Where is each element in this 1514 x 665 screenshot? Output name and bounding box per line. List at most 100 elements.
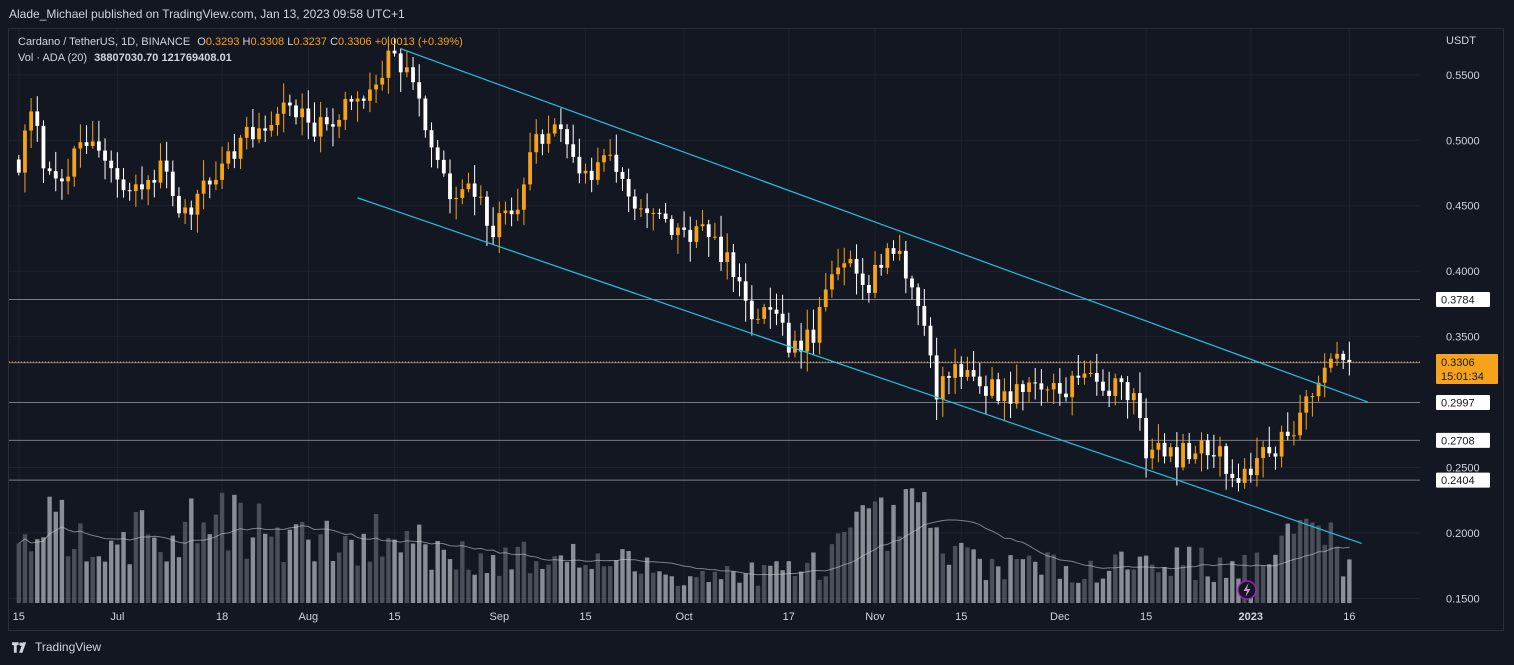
volume-bar (1002, 579, 1007, 603)
volume-bar (269, 536, 274, 603)
candle-body (620, 171, 625, 179)
volume-bar (78, 523, 83, 603)
volume-bar (1069, 582, 1075, 603)
candle (158, 143, 163, 189)
candle (214, 161, 218, 191)
volume-bar (102, 561, 108, 603)
volume-bar (133, 511, 139, 603)
volume-bar (651, 572, 656, 603)
volume-bar (903, 489, 909, 603)
candle (602, 148, 606, 172)
chart-frame (8, 28, 1504, 631)
candle (343, 91, 348, 130)
candle-body (90, 141, 95, 147)
candle (706, 219, 711, 257)
candle (1082, 360, 1087, 385)
candle (152, 169, 157, 198)
channel-lower-line (357, 197, 1362, 545)
level-label-text: 0.2708 (1441, 435, 1475, 447)
candle-body (1113, 378, 1118, 396)
candle-body (805, 329, 810, 352)
volume-bar (1162, 567, 1167, 603)
volume-bar (940, 553, 945, 603)
candle (96, 120, 101, 158)
candle (860, 257, 865, 300)
candle (1322, 353, 1327, 398)
volume-bar (780, 570, 785, 603)
volume-bar (65, 556, 71, 603)
volume-bar (546, 564, 551, 603)
candle (879, 253, 884, 276)
candle-body (404, 67, 409, 73)
candle-body (682, 227, 686, 230)
candle (1094, 353, 1099, 396)
symbol-label[interactable]: Cardano / TetherUS, 1D, BINANCE (18, 36, 191, 48)
y-tick-label: 0.1500 (1446, 593, 1480, 605)
candle-body (41, 125, 46, 169)
candle-body (140, 184, 144, 190)
x-tick-label: Dec (1050, 611, 1070, 623)
candle (996, 372, 1001, 405)
candle-body (337, 119, 342, 127)
candle (811, 309, 816, 355)
volume-bar (1347, 559, 1352, 603)
candle-body (959, 364, 964, 377)
candle (454, 186, 459, 220)
candle (823, 273, 828, 312)
candle (1218, 436, 1222, 477)
volume-bar (657, 571, 662, 603)
volume-bar (743, 573, 748, 603)
candle (786, 312, 791, 358)
candle-body (78, 142, 83, 149)
candle-body (1285, 431, 1290, 436)
volume-bar (417, 524, 422, 603)
volume-bar (429, 569, 434, 603)
lightning-icon[interactable] (1237, 580, 1257, 600)
candle-body (922, 305, 927, 326)
low-key: L (287, 36, 294, 48)
volume-bar (712, 571, 718, 603)
volume-bar (706, 582, 711, 603)
candle (799, 323, 804, 369)
candle (1193, 445, 1198, 464)
volume-bar (1143, 555, 1149, 603)
candle (540, 129, 545, 156)
x-tick-label: 18 (216, 611, 228, 623)
volume-bar (244, 558, 249, 603)
volume-bar (842, 532, 847, 603)
tradingview-logo-icon (12, 641, 27, 653)
volume-bar (207, 534, 212, 603)
candle (300, 93, 305, 136)
candle (84, 125, 89, 154)
volume-bar (817, 579, 822, 603)
candle-body (651, 212, 656, 214)
x-tick-label: Nov (865, 611, 885, 623)
candle-body (885, 248, 890, 268)
candle (1347, 341, 1352, 376)
x-tick-label: Sep (489, 611, 509, 623)
candle-body (1057, 383, 1062, 394)
candle (657, 208, 662, 219)
volume-bar (700, 570, 705, 603)
candle (1002, 378, 1007, 422)
candle (355, 91, 360, 122)
volume-bar (749, 562, 755, 603)
candle-body (669, 218, 674, 235)
candle (263, 115, 268, 142)
candle (1335, 341, 1339, 366)
volume-bar (607, 566, 613, 603)
volume-bar (755, 585, 761, 603)
volume-label[interactable]: Vol · ADA (20) (18, 52, 88, 64)
candle-body (53, 171, 58, 179)
volume-bar (1291, 533, 1297, 603)
candle (374, 74, 378, 104)
volume-bar (16, 543, 21, 603)
volume-bar (786, 561, 791, 603)
volume-bar (164, 561, 169, 603)
volume-bar (441, 549, 447, 603)
volume-bar (96, 556, 102, 603)
candle (688, 216, 693, 262)
volume-bar (527, 573, 533, 603)
candle (515, 188, 520, 222)
